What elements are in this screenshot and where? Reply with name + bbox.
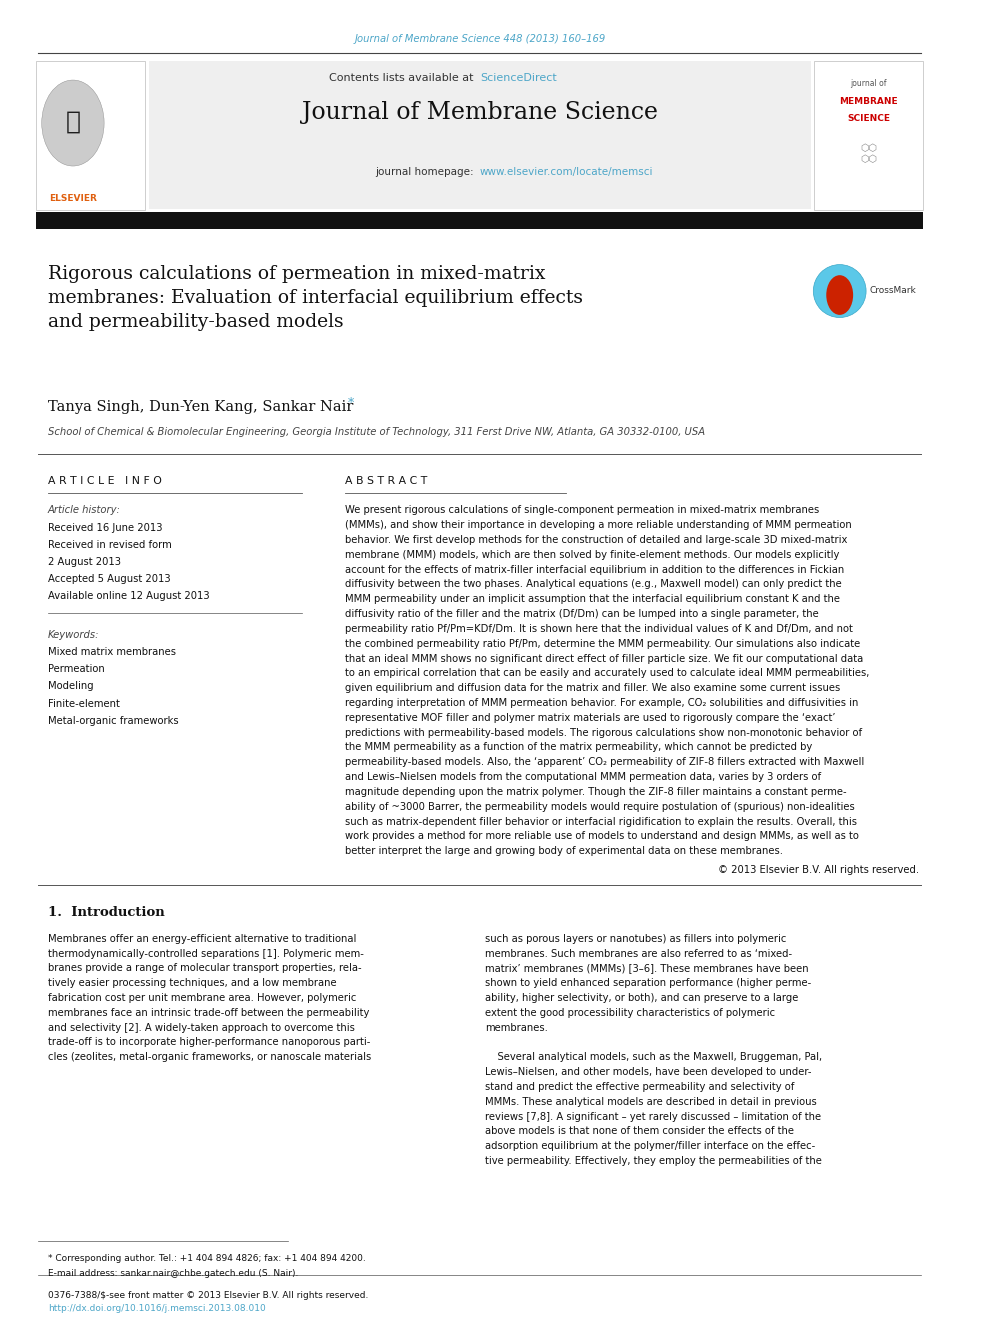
Text: and Lewis–Nielsen models from the computational MMM permeation data, varies by 3: and Lewis–Nielsen models from the comput… [345,773,821,782]
Bar [37,212,924,229]
FancyBboxPatch shape [813,61,924,210]
Text: given equilibrium and diffusion data for the matrix and filler. We also examine : given equilibrium and diffusion data for… [345,683,841,693]
Text: Article history:: Article history: [48,505,121,516]
Text: Finite-element: Finite-element [48,699,120,709]
Text: branes provide a range of molecular transport properties, rela-: branes provide a range of molecular tran… [48,963,362,974]
Text: regarding interpretation of MMM permeation behavior. For example, CO₂ solubiliti: regarding interpretation of MMM permeati… [345,699,859,708]
Text: ScienceDirect: ScienceDirect [480,73,557,83]
Text: *: * [347,397,353,410]
Text: cles (zeolites, metal-organic frameworks, or nanoscale materials: cles (zeolites, metal-organic frameworks… [48,1052,371,1062]
Text: predictions with permeability-based models. The rigorous calculations show non-m: predictions with permeability-based mode… [345,728,863,738]
Text: Available online 12 August 2013: Available online 12 August 2013 [48,591,209,602]
FancyBboxPatch shape [149,61,810,209]
Text: 1.  Introduction: 1. Introduction [48,906,165,919]
Text: Permeation: Permeation [48,664,105,675]
Text: ability, higher selectivity, or both), and can preserve to a large: ability, higher selectivity, or both), a… [485,994,798,1003]
Text: permeability-based models. Also, the ‘apparent’ CO₂ permeability of ZIF-8 filler: permeability-based models. Also, the ‘ap… [345,757,865,767]
Text: matrix’ membranes (MMMs) [3–6]. These membranes have been: matrix’ membranes (MMMs) [3–6]. These me… [485,963,808,974]
Text: tively easier processing techniques, and a low membrane: tively easier processing techniques, and… [48,978,336,988]
Text: (MMMs), and show their importance in developing a more reliable understanding of: (MMMs), and show their importance in dev… [345,520,852,531]
Text: School of Chemical & Biomolecular Engineering, Georgia Institute of Technology, : School of Chemical & Biomolecular Engine… [48,427,705,438]
Text: Keywords:: Keywords: [48,630,99,640]
Text: MMMs. These analytical models are described in detail in previous: MMMs. These analytical models are descri… [485,1097,816,1107]
Ellipse shape [826,275,853,315]
Text: MMM permeability under an implicit assumption that the interfacial equilibrium c: MMM permeability under an implicit assum… [345,594,840,605]
Text: membranes face an intrinsic trade-off between the permeability: membranes face an intrinsic trade-off be… [48,1008,369,1017]
Text: account for the effects of matrix-filler interfacial equilibrium in addition to : account for the effects of matrix-filler… [345,565,845,574]
Text: © 2013 Elsevier B.V. All rights reserved.: © 2013 Elsevier B.V. All rights reserved… [718,865,920,875]
Text: Mixed matrix membranes: Mixed matrix membranes [48,647,176,658]
Text: and selectivity [2]. A widely-taken approach to overcome this: and selectivity [2]. A widely-taken appr… [48,1023,355,1033]
Text: SCIENCE: SCIENCE [847,114,890,123]
Text: membrane (MMM) models, which are then solved by finite-element methods. Our mode: membrane (MMM) models, which are then so… [345,550,840,560]
Text: membranes.: membranes. [485,1023,548,1033]
Text: ELSEVIER: ELSEVIER [49,194,97,204]
Text: the MMM permeability as a function of the matrix permeability, which cannot be p: the MMM permeability as a function of th… [345,742,812,753]
Text: 2 August 2013: 2 August 2013 [48,557,121,568]
Text: E-mail address: sankar.nair@chbe.gatech.edu (S. Nair).: E-mail address: sankar.nair@chbe.gatech.… [48,1269,299,1278]
Text: Several analytical models, such as the Maxwell, Bruggeman, Pal,: Several analytical models, such as the M… [485,1052,821,1062]
Text: A B S T R A C T: A B S T R A C T [345,476,428,487]
Text: CrossMark: CrossMark [869,286,917,295]
Text: Journal of Membrane Science 448 (2013) 160–169: Journal of Membrane Science 448 (2013) 1… [354,34,605,45]
Text: journal of: journal of [850,79,887,89]
Text: above models is that none of them consider the effects of the: above models is that none of them consid… [485,1126,794,1136]
Text: better interpret the large and growing body of experimental data on these membra: better interpret the large and growing b… [345,847,784,856]
Text: representative MOF filler and polymer matrix materials are used to rigorously co: representative MOF filler and polymer ma… [345,713,836,722]
Text: to an empirical correlation that can be easily and accurately used to calculate : to an empirical correlation that can be … [345,668,870,679]
Text: Rigorous calculations of permeation in mixed-matrix
membranes: Evaluation of int: Rigorous calculations of permeation in m… [48,265,583,331]
Text: Metal-organic frameworks: Metal-organic frameworks [48,716,179,726]
Text: reviews [7,8]. A significant – yet rarely discussed – limitation of the: reviews [7,8]. A significant – yet rarel… [485,1111,820,1122]
Text: behavior. We first develop methods for the construction of detailed and large-sc: behavior. We first develop methods for t… [345,534,848,545]
Text: A R T I C L E   I N F O: A R T I C L E I N F O [48,476,162,487]
Text: tive permeability. Effectively, they employ the permeabilities of the: tive permeability. Effectively, they emp… [485,1156,821,1166]
Text: MEMBRANE: MEMBRANE [839,97,898,106]
Text: diffusivity between the two phases. Analytical equations (e.g., Maxwell model) c: diffusivity between the two phases. Anal… [345,579,842,590]
Text: ⬡⬡
⬡⬡: ⬡⬡ ⬡⬡ [860,143,877,164]
Text: trade-off is to incorporate higher-performance nanoporous parti-: trade-off is to incorporate higher-perfo… [48,1037,370,1048]
FancyBboxPatch shape [37,61,145,210]
Text: work provides a method for more reliable use of models to understand and design : work provides a method for more reliable… [345,831,859,841]
Text: shown to yield enhanced separation performance (higher perme-: shown to yield enhanced separation perfo… [485,978,810,988]
Text: such as matrix-dependent filler behavior or interfacial rigidification to explai: such as matrix-dependent filler behavior… [345,816,857,827]
Text: Contents lists available at: Contents lists available at [329,73,477,83]
Text: We present rigorous calculations of single-component permeation in mixed-matrix : We present rigorous calculations of sing… [345,505,819,516]
Text: adsorption equilibrium at the polymer/filler interface on the effec-: adsorption equilibrium at the polymer/fi… [485,1142,814,1151]
Text: Accepted 5 August 2013: Accepted 5 August 2013 [48,574,171,585]
Text: 0376-7388/$-see front matter © 2013 Elsevier B.V. All rights reserved.: 0376-7388/$-see front matter © 2013 Else… [48,1291,368,1301]
Text: Membranes offer an energy-efficient alternative to traditional: Membranes offer an energy-efficient alte… [48,934,356,943]
Ellipse shape [813,265,866,318]
Text: that an ideal MMM shows no significant direct effect of filler particle size. We: that an ideal MMM shows no significant d… [345,654,864,664]
Text: magnitude depending upon the matrix polymer. Though the ZIF-8 filler maintains a: magnitude depending upon the matrix poly… [345,787,847,796]
Ellipse shape [42,79,104,165]
Text: diffusivity ratio of the filler and the matrix (Df/Dm) can be lumped into a sing: diffusivity ratio of the filler and the … [345,609,819,619]
Text: Received in revised form: Received in revised form [48,540,172,550]
Text: journal homepage:: journal homepage: [375,167,477,177]
Text: Tanya Singh, Dun-Yen Kang, Sankar Nair: Tanya Singh, Dun-Yen Kang, Sankar Nair [48,400,353,414]
Text: ability of ~3000 Barrer, the permeability models would require postulation of (s: ability of ~3000 Barrer, the permeabilit… [345,802,855,812]
Text: permeability ratio Pf/Pm=KDf/Dm. It is shown here that the individual values of : permeability ratio Pf/Pm=KDf/Dm. It is s… [345,624,853,634]
Text: the combined permeability ratio Pf/Pm, determine the MMM permeability. Our simul: the combined permeability ratio Pf/Pm, d… [345,639,861,648]
Text: Received 16 June 2013: Received 16 June 2013 [48,523,163,533]
Text: Journal of Membrane Science: Journal of Membrane Science [302,101,658,123]
Text: membranes. Such membranes are also referred to as ‘mixed-: membranes. Such membranes are also refer… [485,949,792,959]
Text: www.elsevier.com/locate/memsci: www.elsevier.com/locate/memsci [480,167,654,177]
Text: such as porous layers or nanotubes) as fillers into polymeric: such as porous layers or nanotubes) as f… [485,934,786,943]
Text: stand and predict the effective permeability and selectivity of: stand and predict the effective permeabi… [485,1082,794,1091]
Text: Modeling: Modeling [48,681,93,692]
Text: Lewis–Nielsen, and other models, have been developed to under-: Lewis–Nielsen, and other models, have be… [485,1068,811,1077]
Text: thermodynamically-controlled separations [1]. Polymeric mem-: thermodynamically-controlled separations… [48,949,364,959]
Text: extent the good processibility characteristics of polymeric: extent the good processibility character… [485,1008,775,1017]
Text: * Corresponding author. Tel.: +1 404 894 4826; fax: +1 404 894 4200.: * Corresponding author. Tel.: +1 404 894… [48,1254,366,1263]
Text: 🌲: 🌲 [65,110,80,134]
Text: fabrication cost per unit membrane area. However, polymeric: fabrication cost per unit membrane area.… [48,994,356,1003]
Text: http://dx.doi.org/10.1016/j.memsci.2013.08.010: http://dx.doi.org/10.1016/j.memsci.2013.… [48,1304,266,1314]
